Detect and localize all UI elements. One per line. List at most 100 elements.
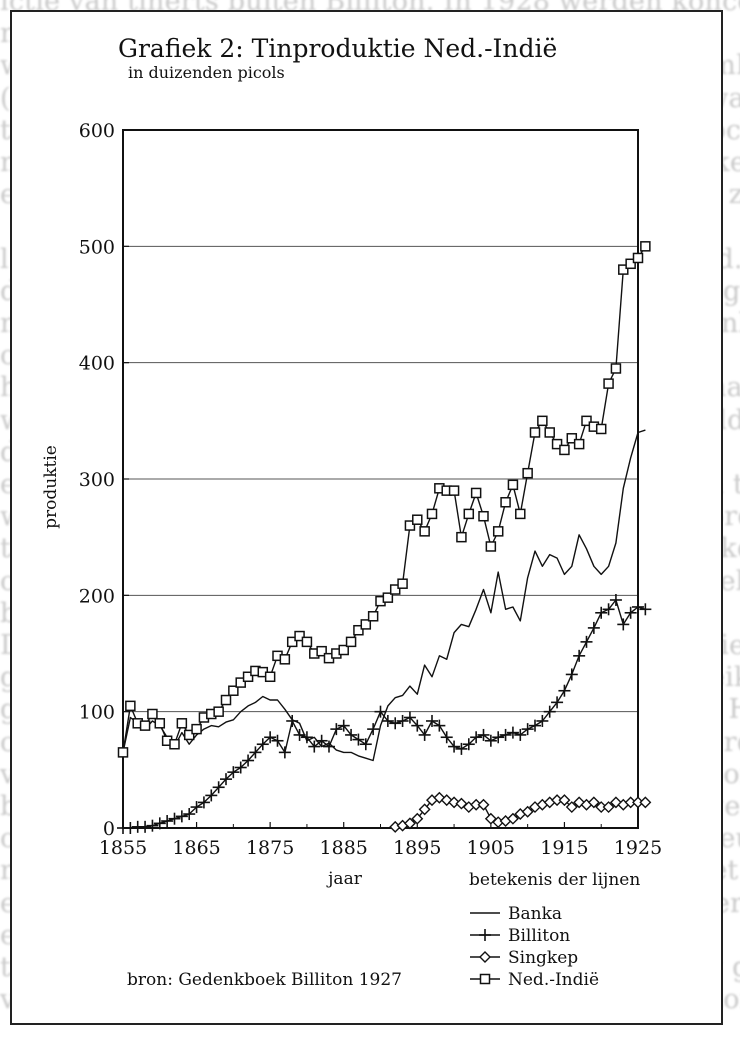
- data-point-square: [448, 485, 460, 496]
- legend-label: Singkep: [508, 948, 578, 968]
- data-point-plus: [617, 618, 630, 631]
- data-point-square: [353, 624, 364, 636]
- data-point-plus: [529, 719, 541, 732]
- y-tick-label: 400: [79, 353, 115, 375]
- data-point-square: [382, 592, 394, 603]
- data-point-plus: [470, 731, 483, 744]
- data-point-plus: [220, 773, 232, 786]
- data-point-plus: [168, 812, 181, 825]
- data-point-diamond: [558, 794, 571, 807]
- data-point-plus: [293, 728, 306, 741]
- data-point-square: [125, 700, 136, 712]
- data-point-square: [220, 694, 232, 706]
- x-axis-label: jaar: [326, 869, 363, 889]
- data-point-square: [603, 378, 614, 389]
- data-point-square: [404, 520, 416, 531]
- data-point-square: [485, 541, 497, 552]
- legend-item: Billiton: [470, 926, 570, 946]
- data-point-square: [566, 433, 578, 444]
- data-point-square: [389, 584, 401, 595]
- data-point-square: [456, 531, 467, 543]
- data-point-square: [367, 611, 379, 622]
- data-point-plus: [300, 731, 313, 744]
- data-point-square: [573, 438, 585, 450]
- data-point-square: [117, 747, 129, 758]
- data-point-plus: [256, 738, 269, 751]
- data-point-square: [463, 508, 475, 520]
- data-point-plus: [183, 808, 196, 821]
- legend-marker: [479, 951, 491, 963]
- data-point-plus: [190, 801, 203, 814]
- plot-frame: [122, 129, 639, 829]
- legend-title: betekenis der lijnen: [469, 870, 640, 890]
- source-note: bron: Gedenkboek Billiton 1927: [127, 970, 402, 990]
- data-point-plus: [448, 740, 461, 753]
- data-point-plus: [609, 593, 622, 606]
- chart-title: Grafiek 2: Tinproduktie Ned.-Indië: [118, 34, 557, 63]
- legend-label: Ned.-Indië: [508, 970, 599, 990]
- y-tick-label: 500: [79, 236, 115, 258]
- data-point-square: [595, 423, 607, 435]
- y-tick-label: 100: [79, 702, 115, 724]
- legend-label: Billiton: [508, 926, 570, 946]
- x-tick-label: 1915: [540, 837, 588, 859]
- data-point-square: [191, 723, 202, 735]
- data-point-plus: [323, 740, 335, 753]
- data-point-square: [470, 487, 482, 499]
- gridlines: [123, 245, 638, 713]
- data-point-plus: [403, 711, 416, 724]
- data-point-plus: [367, 723, 380, 736]
- data-point-square: [610, 363, 622, 374]
- data-point-square: [154, 718, 166, 729]
- data-point-plus: [315, 734, 328, 747]
- data-point-plus: [455, 742, 468, 755]
- data-point-diamond: [403, 817, 416, 830]
- data-point-square: [412, 514, 423, 525]
- data-point-square: [139, 720, 151, 731]
- data-point-plus: [573, 649, 586, 662]
- data-point-plus: [551, 696, 564, 709]
- data-point-square: [235, 677, 246, 688]
- data-point-plus: [632, 600, 644, 613]
- data-point-square: [301, 636, 313, 648]
- data-point-diamond: [477, 798, 490, 811]
- data-point-square: [279, 654, 291, 665]
- data-point-plus: [580, 635, 593, 648]
- x-tick-label: 1885: [320, 837, 368, 859]
- legend-marker: [479, 929, 491, 941]
- figure-frame: [10, 10, 723, 1025]
- data-point-square: [338, 644, 349, 656]
- data-point-plus: [286, 714, 299, 727]
- data-point-diamond: [448, 796, 461, 809]
- legend-item: Banka: [470, 904, 562, 924]
- data-point-square: [419, 526, 430, 537]
- data-point-square: [213, 706, 224, 717]
- data-point-plus: [227, 766, 240, 779]
- data-point-plus: [514, 728, 527, 741]
- data-point-plus: [587, 621, 600, 634]
- y-tick-label: 0: [103, 818, 115, 840]
- data-point-plus: [205, 789, 218, 802]
- data-point-plus: [153, 817, 166, 830]
- data-point-plus: [278, 746, 291, 759]
- data-point-square: [426, 508, 438, 520]
- data-point-plus: [543, 705, 556, 718]
- y-axis-label: produktie: [41, 445, 61, 529]
- data-point-square: [529, 427, 541, 438]
- data-point-square: [632, 252, 644, 264]
- data-point-plus: [359, 738, 372, 751]
- x-tick-label: 1855: [99, 837, 147, 859]
- data-point-plus: [161, 815, 174, 828]
- axes: 0 100 200 300 400 500 600 1855 1865 1875 1885 1895 1…: [79, 120, 662, 859]
- data-point-plus: [330, 723, 343, 736]
- data-point-plus: [506, 726, 519, 739]
- data-point-square: [397, 578, 408, 589]
- legend-marker: [479, 973, 491, 985]
- data-point-plus: [271, 734, 284, 747]
- data-point-plus: [536, 714, 549, 727]
- data-point-diamond: [639, 796, 652, 809]
- data-point-square: [360, 619, 372, 630]
- data-point-plus: [484, 734, 497, 747]
